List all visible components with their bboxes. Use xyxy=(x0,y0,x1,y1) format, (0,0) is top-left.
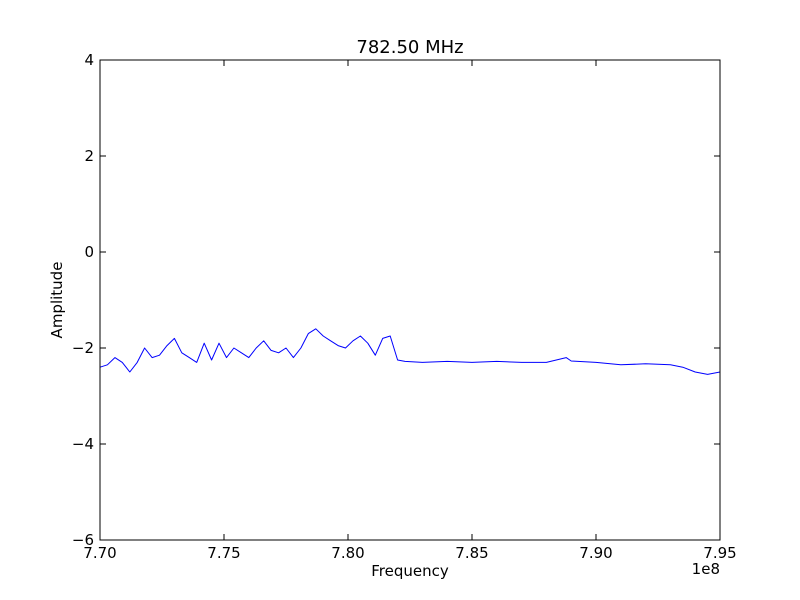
data-layer xyxy=(99,328,721,375)
x-tick-label: 7.90 xyxy=(579,544,612,562)
y-tick-label: −4 xyxy=(72,435,94,453)
y-tick-label: 2 xyxy=(84,147,94,165)
plot-frame xyxy=(99,59,721,541)
y-tick-label: −2 xyxy=(72,339,94,357)
x-tick-label: 7.75 xyxy=(207,544,240,562)
y-tick-label: 0 xyxy=(84,243,94,261)
plot-background xyxy=(100,60,720,540)
y-tick-label: −6 xyxy=(72,531,94,549)
x-tick-label: 7.70 xyxy=(83,544,116,562)
x-axis-label: Frequency xyxy=(371,562,449,580)
x-tick-label: 7.85 xyxy=(455,544,488,562)
x-offset-text: 1e8 xyxy=(692,560,720,578)
tick-layer: 7.70 7.75 7.80 7.85 7.90 7.95 4 2 0 −2 −4 −6 xyxy=(72,51,737,562)
series-line xyxy=(99,328,721,375)
chart-title: 782.50 MHz xyxy=(356,37,463,58)
y-axis-label: Amplitude xyxy=(48,262,66,339)
y-tick-label: 4 xyxy=(84,51,94,69)
x-tick-label: 7.95 xyxy=(703,544,736,562)
x-tick-label: 7.80 xyxy=(331,544,364,562)
